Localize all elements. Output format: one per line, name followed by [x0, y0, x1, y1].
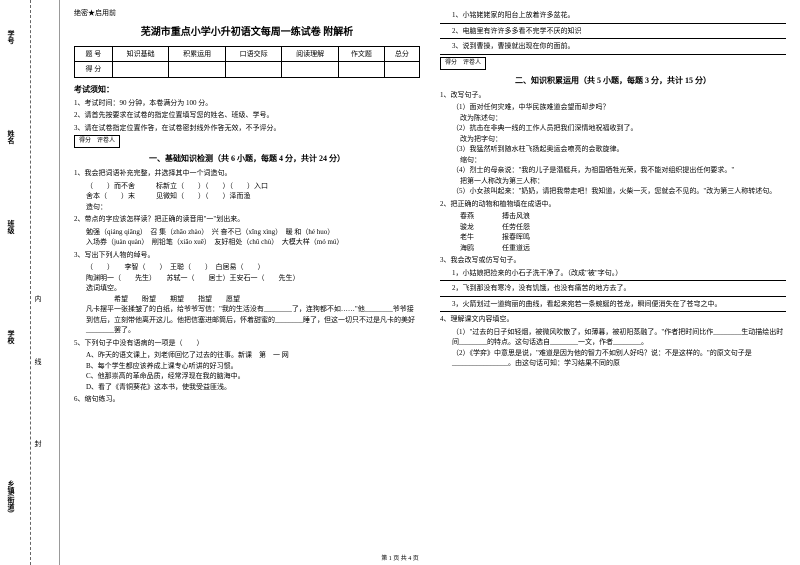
blank-line[interactable]	[440, 296, 786, 297]
q3-line: 选词填空。	[86, 283, 420, 294]
margin-label-number: 学号	[6, 30, 16, 44]
s2q1-item: 缩句：	[460, 155, 786, 166]
margin-label-town: 乡镇(街道)	[6, 480, 16, 513]
q3-line: 希望 盼望 期望 指望 愿望	[86, 294, 420, 305]
blank-line[interactable]	[440, 38, 786, 39]
s2q4-stem: 4、理解课文内容填空。	[440, 314, 786, 325]
score-cell[interactable]	[282, 62, 339, 78]
q5-opt: B、每个学生都应该养成上课专心听讲的好习惯。	[86, 361, 420, 372]
section2-header: 二、知识积累运用（共 5 小题，每题 3 分，共计 15 分）	[440, 75, 786, 87]
s2q4-item: （2）《学弈》中意思是说，"难道是因为他的智力不如别人好吗？说：不是这样的。"的…	[452, 348, 786, 369]
s2q1-item: 改为把字句：	[460, 134, 786, 145]
notice-item: 2、请首先按要求在试卷的指定位置填写您的姓名、班级、学号。	[74, 110, 420, 121]
margin-mark-inner: 内	[33, 295, 43, 302]
th: 知识基础	[112, 46, 169, 62]
q3-line: 陶渊明一（ 先生） 苏轼一（ 居士）王安石一（ 先生）	[86, 273, 420, 284]
right-column: 1、小铭姥姥家的阳台上放着许多盆花。 2、电脑里有许许多多看不完学不厌的知识 3…	[430, 8, 796, 557]
score-cell[interactable]	[338, 62, 384, 78]
score-cell[interactable]	[384, 62, 419, 78]
q5-stem: 5、下列句子中没有语病的一项是（ ）	[74, 338, 420, 349]
table-row: 得 分	[75, 62, 420, 78]
notice-item: 3、请在试卷指定位置作答，在试卷密封线外作答无效，不予评分。	[74, 123, 420, 134]
notice-title: 考试须知：	[74, 84, 420, 96]
s2q3-item: 2，飞到那没有寒冷，没有饥饿，也没有痛苦的地方去了。	[452, 283, 786, 294]
score-cell[interactable]	[225, 62, 282, 78]
section1-header: 一、基础知识检测（共 6 小题，每题 4 分，共计 24 分）	[74, 153, 420, 165]
blank-line[interactable]	[440, 311, 786, 312]
q1-stem: 1、我会把词语补充完整，并选择其中一个词造句。	[74, 168, 420, 179]
s2q4-item: （1）"过去的日子如轻烟，被微风吹散了，如薄暮，被初阳蒸融了。"作者把时间比作_…	[452, 327, 786, 348]
top-item: 1、小铭姥姥家的阳台上放着许多盆花。	[452, 10, 786, 21]
score-table: 题 号 知识基础 积累运用 口语交际 阅读理解 作文题 总分 得 分	[74, 46, 420, 78]
s2q3-stem: 3、我会改写或仿写句子。	[440, 255, 786, 266]
q2-line: 勉强（qiáng qiǎng） 召 集（zhāo zhào） 兴 奋不已（xīn…	[86, 227, 420, 238]
s2q1-item: （1）面对任何灾难，中华民族难道会望而却步吗？	[452, 102, 786, 113]
th: 口语交际	[225, 46, 282, 62]
margin-label-name: 姓名	[6, 130, 16, 144]
s2q1-item: （2）抗击在非典一线的工作人员把我们深情地祝福收到了。	[452, 123, 786, 134]
exam-title: 芜湖市重点小学小升初语文每周一练试卷 附解析	[74, 25, 420, 40]
s2q2-line: 春燕 搏击风浪	[460, 211, 786, 222]
score-box: 得分 评卷人	[440, 57, 486, 70]
s2q1-item: 把第一人称改为第三人称：	[460, 176, 786, 187]
blank-line[interactable]	[440, 280, 786, 281]
s2q2-stem: 2、把正确的动物和植物填在成语中。	[440, 199, 786, 210]
blank-line[interactable]	[440, 54, 786, 55]
confidential-marker: 绝密★启用前	[74, 8, 420, 19]
top-item: 3、说到曹操，曹操就出现在你的面前。	[452, 41, 786, 52]
q1-line: 舍本（ ）末 见微知（ ）（ ）泽而渔	[86, 191, 420, 202]
left-column: 绝密★启用前 芜湖市重点小学小升初语文每周一练试卷 附解析 题 号 知识基础 积…	[64, 8, 430, 557]
q6-stem: 6、缩句练习。	[74, 394, 420, 405]
q3-line: 凡卡摆平一张揉皱了的白纸，给爷爷写信："我的生活没有________了，连狗都不…	[86, 304, 420, 336]
q2-line: 入场券（juàn quàn） 削铅笔（xiāo xuē） 友好相处（chǔ ch…	[86, 237, 420, 248]
th: 积累运用	[169, 46, 226, 62]
dashed-line	[30, 0, 31, 565]
s2q1-stem: 1、改写句子。	[440, 90, 786, 101]
score-label: 得 分	[75, 62, 113, 78]
s2q3-item: 1，小姑娘把捡来的小石子洗干净了。（改成"被"字句。）	[452, 268, 786, 279]
s2q3-item: 3，火箭划过一道绚丽的曲线，看起来宛若一条蜿蜒的苍龙，瞬间便消失在了苍穹之中。	[452, 299, 786, 310]
s2q2-line: 老牛 报春晖鸣	[460, 232, 786, 243]
notice-item: 1、考试时间：90 分钟，本卷满分为 100 分。	[74, 98, 420, 109]
score-box: 得分 评卷人	[74, 135, 120, 148]
s2q2-line: 骏龙 任劳任怨	[460, 222, 786, 233]
s2q1-item: （3）我猛然听到随水柱飞扬起奥运会嘹亮的会歌旋律。	[452, 144, 786, 155]
binding-margin: 学号 姓名 班级 学校 乡镇(街道) 内 线 封	[0, 0, 60, 565]
q1-line: （ ）而不舍 标新立（ ）（ ）（ ）入口	[86, 181, 420, 192]
q3-stem: 3、写出下列人物的绰号。	[74, 250, 420, 261]
score-cell[interactable]	[112, 62, 169, 78]
th: 阅读理解	[282, 46, 339, 62]
s2q1-item: （5）小女孩叫起来："奶奶，请把我带走吧！我知道，火柴一灭，您就会不见的。"改为…	[452, 186, 786, 197]
score-cell[interactable]	[169, 62, 226, 78]
q5-opt: D、看了《青铜葵花》这本书，使我受益匪浅。	[86, 382, 420, 393]
th: 作文题	[338, 46, 384, 62]
s2q1-item: 改为陈述句：	[460, 113, 786, 124]
q5-opt: A、昨天的语文课上，刘老师回忆了过去的往事。新课 第 一 网	[86, 350, 420, 361]
q2-stem: 2、带点的字应该怎样读？把正确的读音用"一"划出来。	[74, 214, 420, 225]
margin-mark-line: 线	[33, 358, 43, 365]
th-label: 题 号	[75, 46, 113, 62]
s2q2-line: 海鸥 任重道远	[460, 243, 786, 254]
margin-label-class: 班级	[6, 220, 16, 234]
q5-opt: C、他那祟高的革命品质，经常浮现在我的脑海中。	[86, 371, 420, 382]
blank-line[interactable]	[440, 23, 786, 24]
top-item: 2、电脑里有许许多多看不完学不厌的知识	[452, 26, 786, 37]
margin-mark-seal: 封	[33, 440, 43, 447]
q3-line: （ ） 李智（ ） 王聪（ ） 白居易（ ）	[86, 262, 420, 273]
q1-line: 造句：	[86, 202, 420, 213]
s2q1-item: （4）烈士的母亲说："我的儿子是潜艇兵，为祖国牺牲光荣，我不能对组织提出任何要求…	[452, 165, 786, 176]
content-area: 绝密★启用前 芜湖市重点小学小升初语文每周一练试卷 附解析 题 号 知识基础 积…	[60, 0, 800, 565]
margin-label-school: 学校	[6, 330, 16, 344]
table-row: 题 号 知识基础 积累运用 口语交际 阅读理解 作文题 总分	[75, 46, 420, 62]
page-footer: 第 1 页 共 4 页	[381, 553, 419, 562]
th: 总分	[384, 46, 419, 62]
